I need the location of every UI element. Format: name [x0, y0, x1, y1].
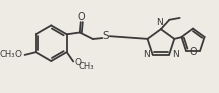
- Text: S: S: [103, 31, 109, 41]
- Text: O: O: [78, 12, 86, 22]
- Text: O: O: [74, 58, 81, 67]
- Text: N: N: [172, 50, 179, 59]
- Text: N: N: [143, 50, 150, 59]
- Text: O: O: [189, 48, 197, 57]
- Text: O: O: [15, 50, 22, 59]
- Text: N: N: [157, 18, 163, 27]
- Text: CH₃: CH₃: [79, 62, 94, 71]
- Text: CH₃: CH₃: [0, 50, 15, 59]
